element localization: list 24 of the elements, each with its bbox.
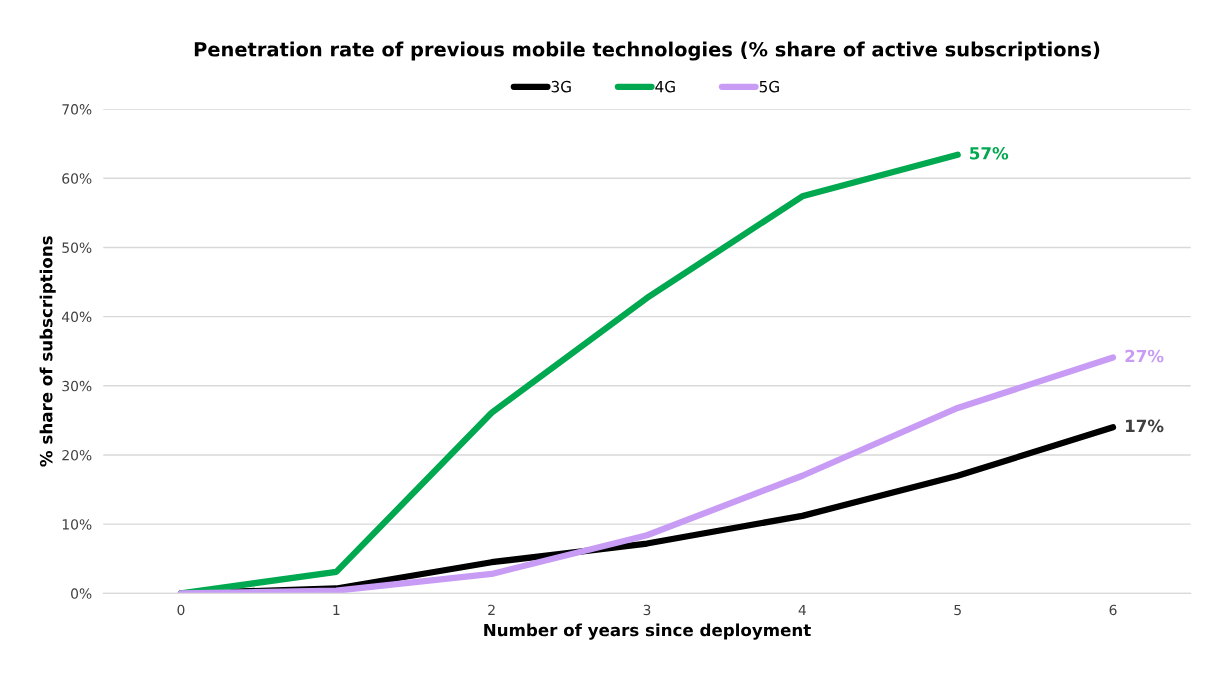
chart-title: Penetration rate of previous mobile technologies (% share of active subscriptions)	[194, 41, 1100, 61]
x-tick-label: 4	[798, 604, 806, 615]
x-tick-label: 0	[177, 604, 185, 616]
legend-label: 3G	[551, 80, 571, 93]
legend-label: 5G	[759, 80, 779, 93]
annotation: 57%	[970, 147, 1009, 160]
y-tick-label: 10%	[62, 519, 92, 530]
x-tick-label: 2	[488, 604, 495, 615]
x-axis-title: Number of years since deployment	[484, 623, 811, 640]
annotation: 27%	[1125, 349, 1164, 363]
y-tick-label: 60%	[62, 173, 92, 184]
y-tick-label: 30%	[62, 380, 92, 392]
y-tick-label: 70%	[62, 104, 92, 115]
x-tick-label: 3	[643, 604, 651, 616]
legend-label: 4G	[655, 80, 675, 93]
y-axis-title: % share of subscriptions	[39, 236, 56, 467]
annotation: 17%	[1126, 419, 1164, 433]
x-tick-label: 1	[333, 604, 340, 615]
y-tick-label: 0%	[71, 588, 92, 599]
y-tick-label: 50%	[62, 242, 92, 253]
x-tick-label: 5	[954, 604, 961, 616]
y-tick-label: 20%	[62, 449, 92, 461]
x-tick-label: 6	[1109, 604, 1117, 616]
y-tick-label: 40%	[61, 311, 92, 323]
